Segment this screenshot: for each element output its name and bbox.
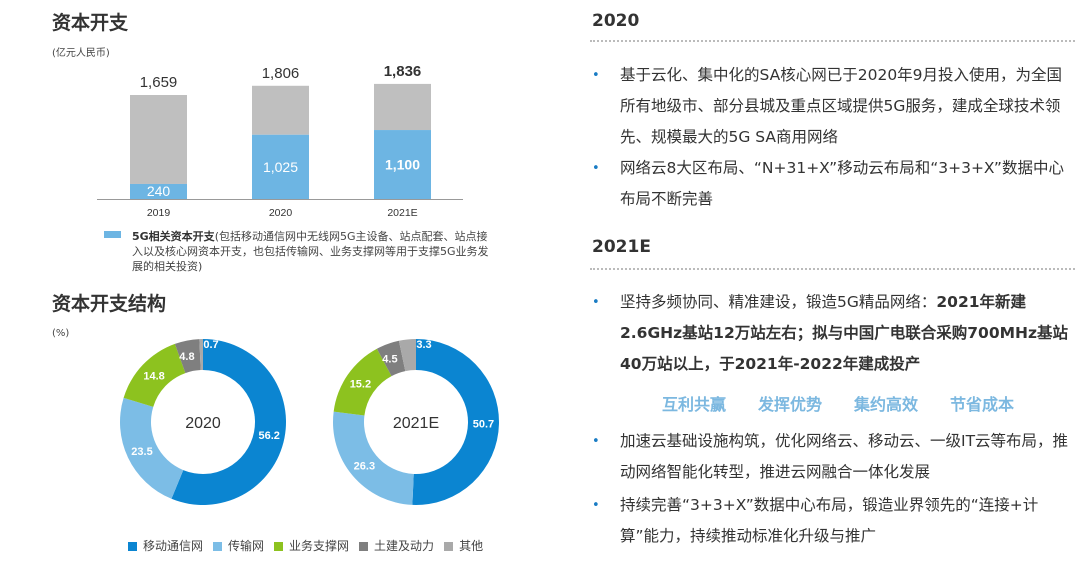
bullet-text: 持续完善“3+3+X”数据中心布局，锻造业界领先的“连接+计算”能力，持续推动标…: [620, 496, 1039, 545]
legend-swatch: [444, 542, 454, 551]
donut-value-label: 26.3: [354, 461, 375, 473]
section-2021-title: 2021E: [592, 237, 651, 257]
bullet-text: 加速云基础设施构筑，优化网络云、移动云、一级IT云等布局，推动网络智能化转型，推…: [620, 432, 1069, 481]
donut-center-label: 2021E: [393, 415, 439, 432]
keyword: 节省成本: [950, 395, 1015, 414]
bar-other: [130, 95, 187, 184]
legend-label: 传输网: [228, 539, 265, 553]
bar-other: [374, 83, 431, 131]
bar-5g: [252, 134, 309, 199]
keyword: 互利共赢: [662, 395, 727, 414]
bar-5g: [374, 130, 431, 199]
donut-slice: [376, 340, 406, 377]
bullet-icon: •: [592, 434, 600, 449]
legend-swatch: [359, 542, 369, 551]
keywords: 互利共赢 发挥优势 集约高效 节省成本: [662, 391, 1014, 415]
legend-swatch: [213, 542, 223, 551]
bullet-text: 坚持多频协同、精准建设，锻造5G精品网络：2021年新建2.6GHz基站12万站…: [620, 287, 1072, 380]
donut-slice: [120, 397, 184, 499]
legend-label: 业务支撑网: [289, 539, 350, 553]
donut-value-label: 50.7: [473, 418, 494, 430]
donut-slice: [412, 339, 499, 505]
donut-value-label: 4.8: [179, 351, 194, 363]
donut-slice: [333, 411, 414, 505]
bullet-item: • 网络云8大区布局、“N+31+X”移动云布局和“3+3+X”数据中心布局不断完…: [592, 153, 1072, 215]
donut-value-label: 15.2: [350, 379, 371, 391]
capex-title: 资本开支: [52, 12, 129, 34]
legend-item: 移动通信网: [128, 537, 203, 554]
legend-item: 传输网: [213, 537, 264, 554]
bar-5g-label: 240: [147, 183, 171, 199]
donut-legend: 移动通信网 传输网 业务支撑网 土建及动力 其他: [128, 537, 483, 554]
bullet-item: • 持续完善“3+3+X”数据中心布局，锻造业界领先的“连接+计算”能力，持续推动…: [592, 490, 1072, 552]
donut-slice: [174, 339, 201, 374]
structure-donut-charts: 56.2 23.5 14.8 4.8 0.7 2020 50.7 26.3 15.2 4.5 3.3…: [120, 339, 499, 505]
legend-swatch-5g: [104, 231, 121, 238]
bar-total-label: 1,836: [384, 63, 422, 80]
bar-other: [252, 85, 309, 135]
legend-label: 土建及动力: [374, 539, 435, 553]
legend-label: 其他: [459, 539, 484, 553]
structure-title: 资本开支结构: [52, 293, 167, 315]
note-bold: 5G相关资本开支: [132, 230, 215, 243]
capex-note: 5G相关资本开支(包括移动通信网中无线网5G主设备、站点配套、站点接入以及核心网…: [132, 229, 492, 274]
legend-item: 业务支撑网: [274, 537, 349, 554]
bullet-item: • 加速云基础设施构筑，优化网络云、移动云、一级IT云等布局，推动网络智能化转型，…: [592, 426, 1072, 488]
bar-total-label: 1,806: [262, 65, 300, 82]
donut-value-label: 23.5: [131, 446, 152, 458]
keyword: 发挥优势: [758, 395, 823, 414]
bullet-text: 网络云8大区布局、“N+31+X”移动云布局和“3+3+X”数据中心布局不断完善: [620, 159, 1064, 208]
donut-slice: [333, 348, 392, 416]
structure-unit: (%): [52, 328, 70, 339]
donut-slice: [171, 339, 287, 505]
bullet-item: • 坚持多频协同、精准建设，锻造5G精品网络：2021年新建2.6GHz基站12万…: [592, 287, 1072, 380]
x-tick-label: 2019: [147, 207, 171, 219]
donut-slice: [199, 339, 203, 371]
donut-slice: [123, 343, 186, 407]
donut-value-label: 3.3: [416, 339, 431, 351]
bullet-icon: •: [592, 161, 600, 176]
bar-total-label: 1,659: [140, 74, 178, 91]
divider: [590, 268, 1075, 270]
donut-value-label: 0.7: [203, 339, 218, 351]
donut-center-label: 2020: [185, 415, 221, 432]
capex-bar-chart: 1,659 240 2019 1,806 1,025 2020 1,836 1,100 2021…: [97, 63, 463, 219]
legend-swatch: [274, 542, 284, 551]
note-text: (包括移动通信网中无线网5G主设备、站点配套、站点接入以及核心网资本开支，也包括…: [132, 230, 489, 273]
donut-value-label: 4.5: [382, 354, 397, 366]
legend-swatch: [128, 542, 137, 551]
bullet-text-bold: 2021年新建2.6GHz基站12万站左右；拟与中国广电联合采购700MHz基站…: [620, 293, 1069, 373]
capex-unit: (亿元人民币): [52, 48, 110, 59]
x-tick-label: 2021E: [387, 207, 417, 219]
donut-slice: [398, 339, 416, 372]
legend-item: 土建及动力: [359, 537, 434, 554]
legend-item: 其他: [444, 537, 483, 554]
bar-5g-label: 1,100: [385, 157, 420, 173]
bullet-text-normal: 坚持多频协同、精准建设，锻造5G精品网络：: [620, 293, 937, 311]
x-tick-label: 2020: [269, 207, 293, 219]
bullet-icon: •: [592, 68, 600, 83]
legend-label: 移动通信网: [143, 539, 204, 553]
bullet-item: • 基于云化、集中化的SA核心网已于2020年9月投入使用，为全国所有地级市、部分…: [592, 60, 1072, 153]
divider: [590, 40, 1075, 42]
bullet-icon: •: [592, 498, 600, 513]
bullet-icon: •: [592, 295, 600, 310]
section-2020-title: 2020: [592, 11, 640, 31]
bullet-text: 基于云化、集中化的SA核心网已于2020年9月投入使用，为全国所有地级市、部分县…: [620, 66, 1063, 146]
bar-5g: [130, 183, 187, 199]
donut-value-label: 14.8: [143, 370, 164, 382]
donut-value-label: 56.2: [259, 430, 280, 442]
bar-5g-label: 1,025: [263, 159, 298, 175]
keyword: 集约高效: [854, 395, 919, 414]
